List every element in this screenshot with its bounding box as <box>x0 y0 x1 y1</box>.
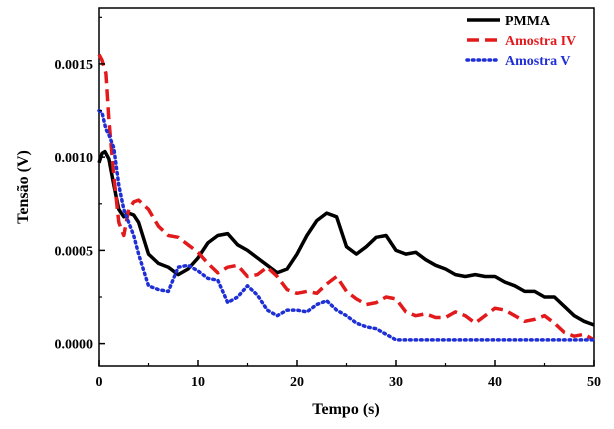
x-tick-label: 10 <box>191 375 205 390</box>
legend-label: Amostra V <box>505 54 570 69</box>
legend: PMMA Amostra IV Amostra V <box>465 14 576 69</box>
y-axis-title: Tensão (V) <box>15 150 32 224</box>
x-tick-label: 30 <box>389 375 403 390</box>
legend-label: Amostra IV <box>505 34 576 49</box>
x-tick-label: 20 <box>290 375 304 390</box>
y-tick-label: 0.0000 <box>55 338 94 353</box>
legend-label: PMMA <box>505 14 551 29</box>
series-layer <box>97 53 596 342</box>
x-tick-label: 0 <box>96 375 103 390</box>
series-line-amostra-v <box>97 108 596 342</box>
x-tick-label: 40 <box>488 375 502 390</box>
series-line-amostra-iv <box>97 53 595 342</box>
series-line-pmma <box>97 149 595 327</box>
x-tick-label: 50 <box>587 375 601 390</box>
y-tick-label: 0.0005 <box>55 244 94 259</box>
axes-layer: 0 10 20 30 40 50 0.0000 0.0005 0.0010 0.0015 <box>55 16 601 390</box>
y-tick-label: 0.0010 <box>55 151 94 166</box>
y-tick-label: 0.0015 <box>55 58 94 73</box>
x-axis-title: Tempo (s) <box>312 401 379 418</box>
